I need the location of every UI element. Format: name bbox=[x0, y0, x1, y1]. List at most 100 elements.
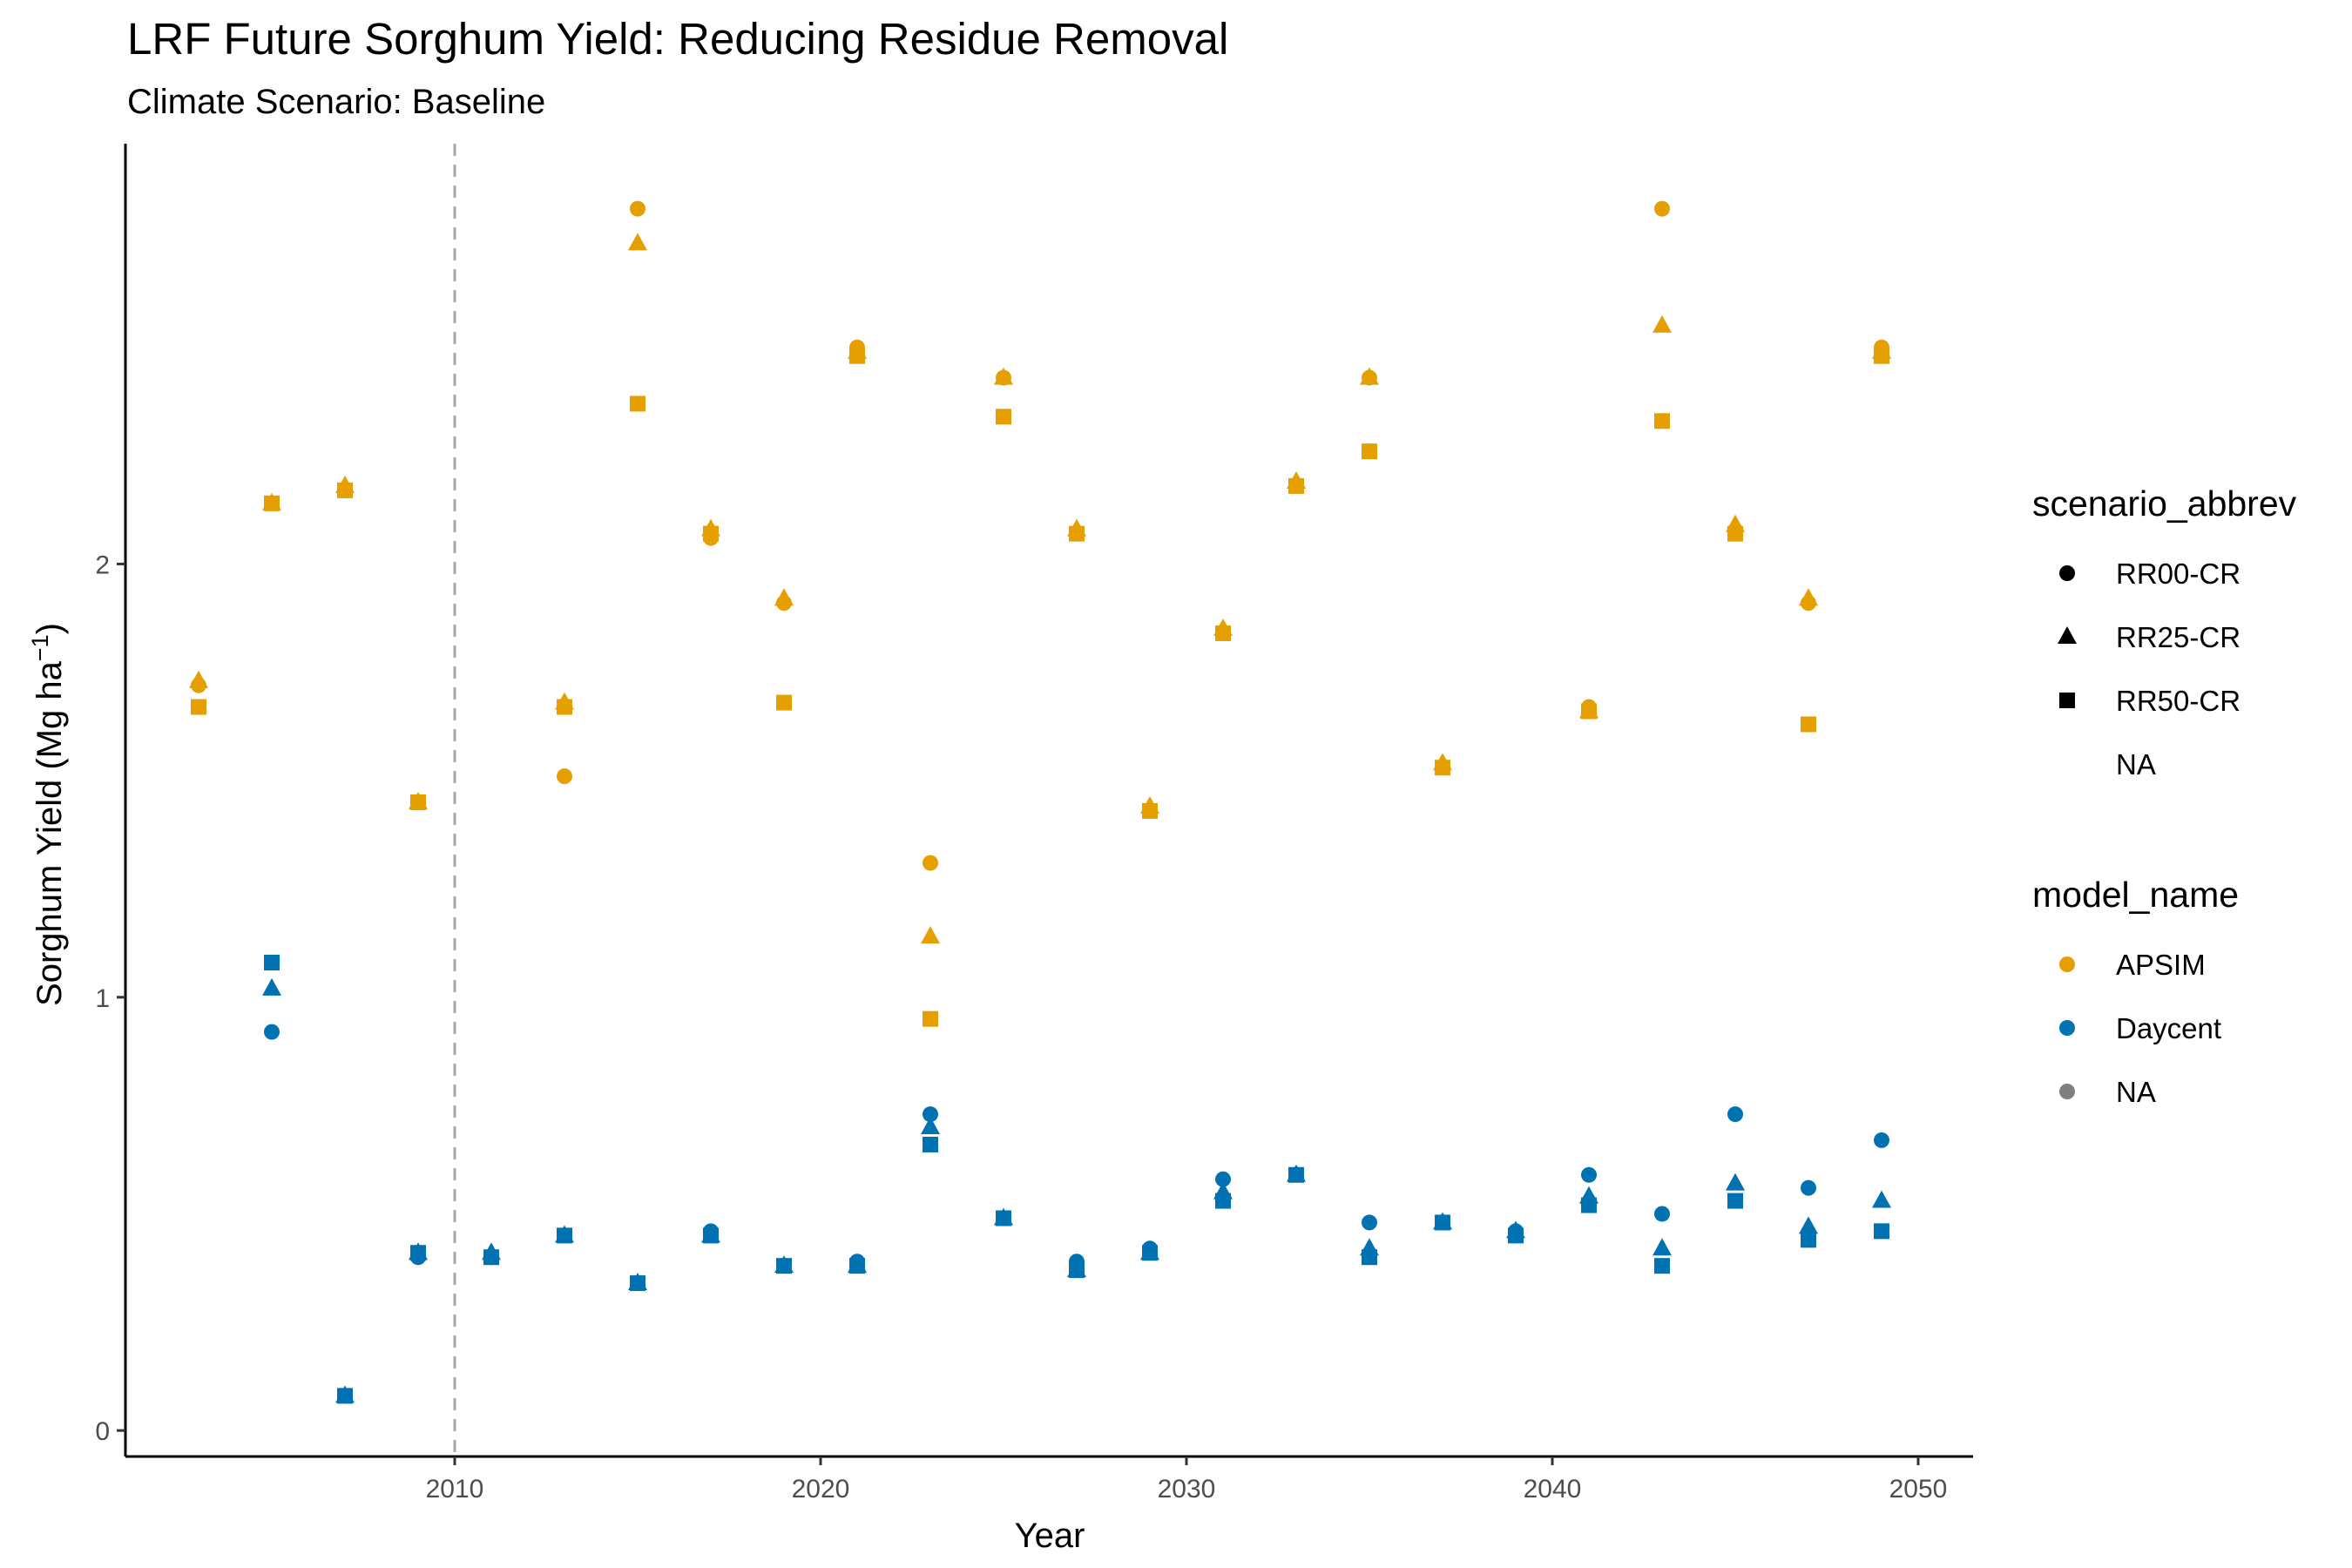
y-tick-label: 2 bbox=[95, 551, 110, 579]
legend-label: RR25-CR bbox=[2116, 621, 2240, 653]
y-axis-ticks: 0 1 2 bbox=[95, 551, 125, 1446]
data-point-apsim-rr25-cr bbox=[921, 926, 940, 944]
data-point-daycent-rr00-cr bbox=[1727, 1106, 1743, 1123]
legend-key-dot bbox=[2059, 1084, 2075, 1099]
x-tick-label: 2040 bbox=[1524, 1475, 1582, 1504]
data-point-apsim-rr50-cr bbox=[1435, 760, 1450, 776]
data-point-daycent-rr50-cr bbox=[703, 1227, 719, 1244]
y-axis-title: Sorghum Yield (Mg ha−1) bbox=[27, 623, 69, 1006]
data-point-apsim-rr25-cr bbox=[628, 233, 647, 251]
data-point-apsim-rr50-cr bbox=[1362, 443, 1377, 460]
data-point-daycent-rr25-cr bbox=[1799, 1216, 1818, 1234]
data-point-daycent-rr00-cr bbox=[923, 1106, 938, 1123]
data-point-daycent-rr50-cr bbox=[1435, 1214, 1450, 1231]
data-point-daycent-rr25-cr bbox=[921, 1117, 940, 1135]
legend-label: Daycent bbox=[2116, 1012, 2221, 1044]
data-point-daycent-rr50-cr bbox=[1215, 1193, 1231, 1209]
data-point-apsim-rr50-cr bbox=[776, 694, 792, 711]
x-axis-ticks: 2010 2020 2030 2040 2050 bbox=[426, 1456, 1947, 1504]
data-point-daycent-rr50-cr bbox=[1581, 1197, 1597, 1213]
data-point-apsim-rr50-cr bbox=[1727, 525, 1743, 542]
data-point-daycent-rr50-cr bbox=[1801, 1232, 1816, 1248]
data-point-apsim-rr50-cr bbox=[337, 482, 353, 498]
legend-label: NA bbox=[2116, 748, 2156, 781]
legend-label: RR50-CR bbox=[2116, 685, 2240, 717]
data-point-apsim-rr00-cr bbox=[630, 200, 645, 217]
x-tick-label: 2020 bbox=[792, 1475, 850, 1504]
data-point-apsim-rr00-cr bbox=[1654, 200, 1670, 217]
data-point-daycent-rr25-cr bbox=[1726, 1173, 1745, 1191]
x-axis-title: Year bbox=[1015, 1517, 1085, 1555]
data-point-daycent-rr50-cr bbox=[1288, 1166, 1304, 1183]
data-point-apsim-rr50-cr bbox=[1215, 625, 1231, 642]
data-point-apsim-rr50-cr bbox=[923, 1010, 938, 1027]
data-point-apsim-rr50-cr bbox=[996, 409, 1011, 425]
data-point-apsim-rr50-cr bbox=[1874, 348, 1889, 364]
data-point-apsim-rr25-cr bbox=[774, 588, 794, 606]
data-point-apsim-rr00-cr bbox=[557, 768, 572, 785]
legend-key-square bbox=[2059, 693, 2075, 708]
data-point-apsim-rr50-cr bbox=[410, 794, 426, 810]
legend-scenario: scenario_abbrev RR00-CR RR25-CR RR50-CR NA bbox=[2032, 483, 2297, 781]
legend-key-triangle bbox=[2058, 626, 2077, 644]
data-point-daycent-rr50-cr bbox=[410, 1245, 426, 1261]
data-point-apsim-rr25-cr bbox=[1360, 367, 1379, 385]
y-axis-title-main: Sorghum Yield (Mg ha bbox=[30, 660, 69, 1006]
data-point-apsim-rr50-cr bbox=[849, 348, 865, 364]
data-point-daycent-rr00-cr bbox=[264, 1024, 280, 1040]
data-point-daycent-rr50-cr bbox=[630, 1275, 645, 1292]
data-point-daycent-rr00-cr bbox=[1874, 1132, 1889, 1148]
chart-title: LRF Future Sorghum Yield: Reducing Resid… bbox=[127, 14, 1228, 64]
data-point-daycent-rr25-cr bbox=[1872, 1190, 1891, 1208]
data-point-daycent-rr50-cr bbox=[1362, 1249, 1377, 1266]
data-point-apsim-rr50-cr bbox=[1581, 703, 1597, 720]
data-point-apsim-rr00-cr bbox=[923, 855, 938, 871]
x-tick-label: 2010 bbox=[426, 1475, 484, 1504]
data-point-apsim-rr50-cr bbox=[1069, 525, 1085, 542]
y-tick-label: 0 bbox=[95, 1417, 110, 1446]
data-point-daycent-rr00-cr bbox=[1801, 1179, 1816, 1196]
data-point-daycent-rr50-cr bbox=[1654, 1258, 1670, 1274]
data-point-daycent-rr50-cr bbox=[1727, 1193, 1743, 1209]
data-point-daycent-rr00-cr bbox=[1581, 1166, 1597, 1183]
data-point-daycent-rr50-cr bbox=[337, 1388, 353, 1404]
legend-model: model_name APSIM Daycent NA bbox=[2032, 875, 2239, 1108]
y-axis-title-superscript: −1 bbox=[27, 634, 53, 661]
legend-key-dot bbox=[2059, 1020, 2075, 1036]
data-point-daycent-rr50-cr bbox=[264, 955, 280, 971]
data-point-daycent-rr50-cr bbox=[483, 1249, 499, 1266]
legend-key-circle bbox=[2059, 565, 2075, 581]
legend-title: scenario_abbrev bbox=[2032, 483, 2297, 524]
data-point-apsim-rr50-cr bbox=[703, 525, 719, 542]
y-tick-label: 1 bbox=[95, 984, 110, 1013]
data-point-daycent-rr50-cr bbox=[996, 1210, 1011, 1227]
data-point-apsim-rr25-cr bbox=[1652, 314, 1672, 333]
data-point-daycent-rr50-cr bbox=[1874, 1223, 1889, 1240]
data-point-apsim-rr25-cr bbox=[189, 670, 208, 688]
data-point-apsim-rr50-cr bbox=[1288, 477, 1304, 494]
data-point-apsim-rr50-cr bbox=[630, 395, 645, 412]
chart-subtitle: Climate Scenario: Baseline bbox=[127, 83, 545, 121]
legend-label: APSIM bbox=[2116, 949, 2206, 981]
data-points bbox=[189, 200, 1891, 1404]
legend-key-dot bbox=[2059, 956, 2075, 972]
legend-title: model_name bbox=[2032, 875, 2239, 915]
data-point-daycent-rr50-cr bbox=[776, 1258, 792, 1274]
y-axis-title-close: ) bbox=[30, 623, 69, 634]
plot-area: 2010 2020 2030 2040 2050 0 1 2 bbox=[95, 144, 1973, 1504]
data-point-apsim-rr50-cr bbox=[1142, 802, 1158, 819]
data-point-daycent-rr00-cr bbox=[1654, 1206, 1670, 1222]
data-point-daycent-rr50-cr bbox=[1142, 1245, 1158, 1261]
legend-label: NA bbox=[2116, 1076, 2156, 1108]
data-point-apsim-rr50-cr bbox=[264, 495, 280, 511]
data-point-daycent-rr25-cr bbox=[1652, 1238, 1672, 1256]
legend-label: RR00-CR bbox=[2116, 558, 2240, 590]
data-point-apsim-rr25-cr bbox=[1799, 588, 1818, 606]
data-point-daycent-rr50-cr bbox=[1069, 1262, 1085, 1279]
x-tick-label: 2030 bbox=[1158, 1475, 1216, 1504]
data-point-apsim-rr50-cr bbox=[1801, 716, 1816, 733]
data-point-daycent-rr50-cr bbox=[923, 1136, 938, 1152]
data-point-apsim-rr50-cr bbox=[191, 699, 206, 715]
data-point-daycent-rr50-cr bbox=[849, 1258, 865, 1274]
